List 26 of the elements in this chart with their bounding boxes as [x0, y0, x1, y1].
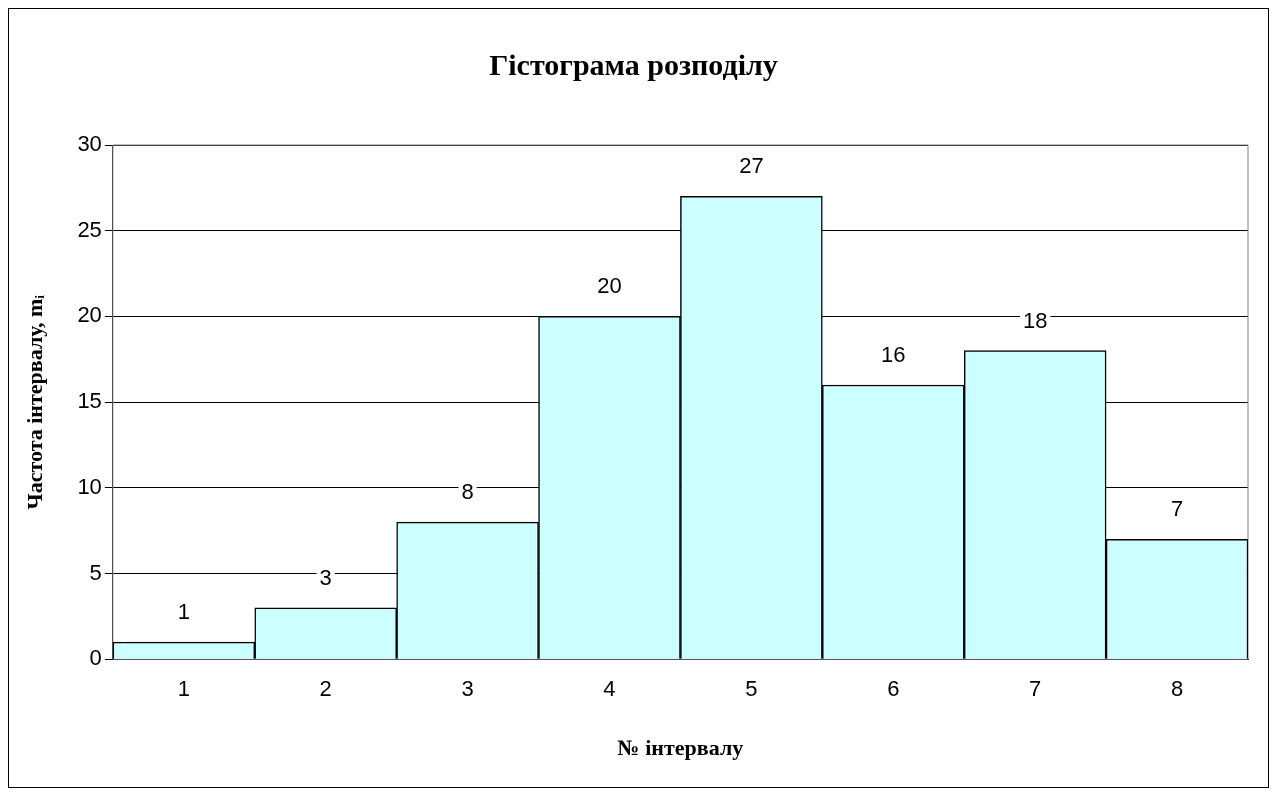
- chart-title: Гістограма розподілу: [489, 47, 778, 81]
- data-label: 18: [1022, 307, 1048, 333]
- data-label: 27: [739, 153, 764, 179]
- data-label: 1: [177, 599, 190, 625]
- data-label: 20: [597, 273, 622, 299]
- data-label: 3: [319, 564, 332, 590]
- x-tick-label: 6: [887, 676, 900, 702]
- y-tick-label: 15: [77, 388, 102, 414]
- y-tick-label: 25: [77, 216, 102, 242]
- y-tick-label: 30: [77, 131, 102, 157]
- x-tick-label: 7: [1029, 676, 1042, 702]
- data-label: 7: [1170, 496, 1184, 522]
- x-tick-label: 3: [461, 676, 474, 702]
- y-tick-label: 0: [89, 645, 102, 671]
- y-tick-label: 20: [77, 302, 102, 328]
- x-tick-label: 1: [177, 676, 190, 702]
- x-tick-label: 5: [745, 676, 758, 702]
- x-tick-label: 8: [1170, 676, 1184, 702]
- x-tick-label: 2: [319, 676, 332, 702]
- y-tick-label: 10: [77, 473, 102, 499]
- y-tick-label: 5: [89, 559, 102, 585]
- x-axis-title: № інтервалу: [617, 735, 744, 761]
- x-tick-label: 4: [603, 676, 616, 702]
- y-axis-title: Частота інтервалу, mᵢ: [21, 294, 47, 510]
- data-label: 16: [881, 342, 906, 368]
- data-label: 8: [461, 479, 474, 505]
